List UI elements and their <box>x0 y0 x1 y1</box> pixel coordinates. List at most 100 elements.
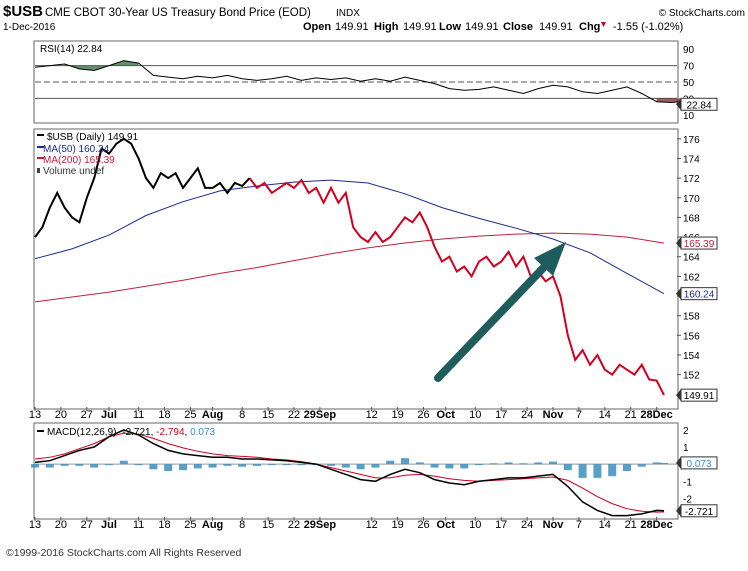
macd-x-label-10: 10 <box>469 519 481 531</box>
macd-panel-frame <box>33 422 679 520</box>
macd-x-label-24: 24 <box>521 519 533 531</box>
price-x-label-Jul: Jul <box>101 409 117 421</box>
legend-swatch-price <box>37 134 44 136</box>
low-label: Low <box>439 21 461 33</box>
macd-histogram-bar <box>593 464 602 478</box>
exchange: INDX <box>336 8 360 19</box>
macd-legend-sep2: , <box>185 427 191 438</box>
macd-tick-2: 2 <box>683 426 689 437</box>
price-tick-168: 168 <box>683 213 700 224</box>
price-x-label-13: 13 <box>29 409 41 421</box>
macd-value-label-text: -2.721 <box>685 507 714 518</box>
price-tick-158: 158 <box>683 312 700 323</box>
price-tick-156: 156 <box>683 331 700 342</box>
price-tick-174: 174 <box>683 154 700 165</box>
instrument-name: CME CBOT 30-Year US Treasury Bond Price … <box>45 7 311 19</box>
rsi-line <box>34 60 702 105</box>
price-tick-154: 154 <box>683 351 700 362</box>
macd-histogram-bar <box>578 464 587 478</box>
price-panel-frame <box>33 128 679 410</box>
ma50-line <box>34 179 665 295</box>
macd-histogram-bar <box>660 462 668 465</box>
rsi-value-label-pointer <box>676 98 681 111</box>
price-legend: $USB (Daily) 149.91 MA(50) 160.24 MA(200… <box>37 132 139 177</box>
macd-histogram-bar <box>519 463 528 465</box>
source-credit: © StockCharts.com <box>659 8 745 19</box>
legend-swatch-macd <box>37 430 44 432</box>
chg-value: -1.55 (-1.02%) <box>613 21 683 33</box>
macd-x-label-8: 8 <box>239 519 245 531</box>
price-x-label-27: 27 <box>81 409 93 421</box>
rsi-tick-70: 70 <box>683 62 695 73</box>
macd-x-label-Aug: Aug <box>202 519 223 531</box>
macd-histogram-bar <box>563 464 572 471</box>
macd-x-label-12: 12 <box>366 519 378 531</box>
price-x-label-11: 11 <box>133 409 144 421</box>
macd-hist-value-label: 0.073 <box>676 456 718 470</box>
macd-histogram-bar <box>401 458 409 465</box>
legend-volume: Volume undef <box>43 166 104 177</box>
macd-value-label-pointer <box>676 504 681 517</box>
legend-swatch-ma200 <box>37 157 44 159</box>
macd-histogram-bar <box>430 464 439 468</box>
macd-histogram-bar <box>356 464 365 470</box>
macd-histogram-bar <box>460 464 469 469</box>
macd-legend: MACD(12,26,9) -2.721, -2.794, 0.073 <box>37 427 216 438</box>
macd-histogram-bar <box>75 464 84 466</box>
macd-histogram-bar <box>297 464 306 466</box>
price-x-label-20: 20 <box>55 409 67 421</box>
macd-x-label-Nov: Nov <box>543 519 565 531</box>
close-value: 149.91 <box>539 21 573 33</box>
macd-histogram-bar <box>238 464 247 467</box>
price-x-label-8: 8 <box>239 409 245 421</box>
price-x-label-7: 7 <box>576 409 582 421</box>
macd-x-label-15: 15 <box>262 519 274 531</box>
macd-x-label-18: 18 <box>158 519 170 531</box>
macd-histogram-bar <box>60 464 69 466</box>
macd-x-label-22: 22 <box>288 519 300 531</box>
rsi-layer: 907050301022.84 <box>34 45 718 122</box>
trend-arrow-shaft <box>434 259 552 382</box>
price-tick-176: 176 <box>683 135 700 146</box>
price-x-label-14: 14 <box>599 409 611 421</box>
ma200-value-label-pointer <box>676 237 681 250</box>
rsi-value-label-text: 22.84 <box>686 100 711 111</box>
macd-signal-line <box>34 432 665 513</box>
macd-legend-macd: -2.721 <box>122 427 151 438</box>
price-x-label-28Dec: 28Dec <box>640 409 672 421</box>
rsi-tick-50: 50 <box>683 78 695 89</box>
macd-histogram-bar <box>164 464 173 471</box>
price-x-label-12: 12 <box>366 409 378 421</box>
legend-ma200: MA(200) 165.39 <box>43 155 115 166</box>
macd-histogram-bar <box>504 462 513 465</box>
rsi-legend-text: RSI(14) 22.84 <box>40 44 103 55</box>
price-x-label-Oct: Oct <box>437 409 456 421</box>
macd-value-label: -2.721 <box>676 504 718 518</box>
low-value: 149.91 <box>465 21 499 33</box>
price-x-label-25: 25 <box>184 409 196 421</box>
macd-histogram-bar <box>31 464 39 468</box>
macd-histogram-bar <box>327 464 335 466</box>
macd-x-label-19: 19 <box>391 519 403 531</box>
macd-histogram-bar <box>386 460 395 465</box>
price-x-label-26: 26 <box>417 409 429 421</box>
macd-tick-1: 1 <box>683 443 689 454</box>
macd-histogram-bar <box>134 464 143 466</box>
macd-histogram-bar <box>119 460 128 465</box>
macd-x-label-Jul: Jul <box>101 519 117 531</box>
macd-histogram-bar <box>45 464 54 468</box>
ma200-line <box>34 232 665 303</box>
macd-tick--2: -2 <box>683 494 692 505</box>
close-label: Close <box>503 21 533 33</box>
macd-histogram-bar <box>445 464 454 469</box>
price-layer: 1761741721701681661641621601581561541521… <box>34 135 718 402</box>
macd-x-label-28Dec: 28Dec <box>640 519 672 531</box>
price-x-label-19: 19 <box>391 409 403 421</box>
macd-layer: 210-1-20.073-2.721 <box>31 426 718 518</box>
macd-legend-line: MACD(12,26,9) -2.721, -2.794, 0.073 <box>47 427 216 438</box>
price-x-label-24: 24 <box>521 409 533 421</box>
macd-x-label-27: 27 <box>81 519 93 531</box>
macd-histogram-bar <box>208 464 217 468</box>
